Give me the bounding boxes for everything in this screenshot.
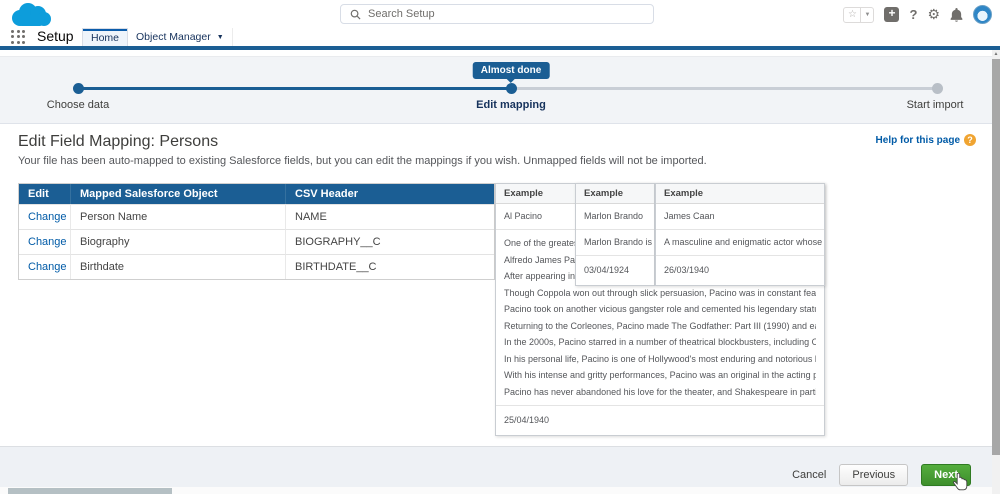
column-header-mapped-object: Mapped Salesforce Object <box>71 184 286 204</box>
example-biography-cell: One of the greatest Alfredo James Pac Af… <box>496 230 824 406</box>
user-avatar[interactable] <box>973 5 992 24</box>
field-mapping-table: Edit Mapped Salesforce Object CSV Header… <box>18 183 495 280</box>
mapped-object-cell: Person Name <box>71 204 286 229</box>
vertical-scrollbar[interactable]: ▲ <box>992 50 1000 494</box>
change-link[interactable]: Change <box>28 211 67 223</box>
change-link[interactable]: Change <box>28 261 67 273</box>
help-for-this-page-link[interactable]: Help for this page ? <box>876 134 976 146</box>
progress-fill <box>78 87 511 90</box>
example-name-cell: James Caan <box>656 204 824 230</box>
horizontal-scrollbar-thumb[interactable] <box>8 488 172 494</box>
step-label-choose-data: Choose data <box>46 99 110 111</box>
setup-nav-bar: Setup Home Object Manager ▼ <box>0 28 1000 46</box>
previous-button[interactable]: Previous <box>839 464 909 486</box>
step-dot-start-import[interactable] <box>931 83 943 94</box>
example-column-header: Example <box>576 184 654 204</box>
tab-object-manager[interactable]: Object Manager ▼ <box>128 28 233 46</box>
cancel-button[interactable]: Cancel <box>792 469 827 481</box>
csv-header-cell: BIRTHDATE__C <box>286 254 494 279</box>
page-title: Edit Field Mapping: Persons <box>18 133 219 150</box>
salesforce-logo-icon <box>12 3 51 26</box>
vertical-scrollbar-thumb[interactable] <box>992 59 1000 455</box>
step-label-start-import: Start import <box>906 99 964 111</box>
global-header: Search Setup ☆ ▼ + ? ⚙ <box>0 0 1000 28</box>
table-row: Change Biography BIOGRAPHY__C <box>19 229 494 254</box>
search-placeholder: Search Setup <box>368 8 435 20</box>
table-row: Change Birthdate BIRTHDATE__C <box>19 254 494 279</box>
favorites-split-button[interactable]: ☆ ▼ <box>843 6 875 23</box>
csv-header-cell: BIOGRAPHY__C <box>286 229 494 254</box>
example-biography-cell: A masculine and enigmatic actor whose li… <box>656 230 824 256</box>
change-link[interactable]: Change <box>28 236 67 248</box>
table-row: Change Person Name NAME <box>19 204 494 229</box>
notifications-bell-icon[interactable] <box>950 7 963 22</box>
page-subtitle: Your file has been auto-mapped to existi… <box>18 155 707 167</box>
app-launcher-icon[interactable] <box>11 30 26 44</box>
app-name: Setup <box>37 28 74 44</box>
column-header-csv-header: CSV Header <box>286 184 494 204</box>
help-bubble-icon: ? <box>964 134 976 146</box>
example-column-header: Example <box>656 184 824 204</box>
cursor-pointer-icon <box>953 473 968 491</box>
mapped-object-cell: Biography <box>71 229 286 254</box>
example-column-3: Example James Caan A masculine and enigm… <box>655 183 825 286</box>
scrollbar-up-arrow-icon[interactable]: ▲ <box>993 51 999 57</box>
example-birthdate-cell: 25/04/1940 <box>504 415 550 425</box>
search-icon <box>350 9 361 20</box>
chevron-down-icon: ▼ <box>216 33 224 41</box>
example-birthdate-cell: 03/04/1924 <box>584 265 630 275</box>
help-icon[interactable]: ? <box>909 7 918 22</box>
example-biography-cell: Marlon Brando is w <box>576 230 654 256</box>
progress-badge: Almost done <box>472 62 550 83</box>
horizontal-scrollbar[interactable] <box>0 487 992 494</box>
example-name-cell: Marlon Brando <box>576 204 654 230</box>
tab-home[interactable]: Home <box>82 28 129 46</box>
step-label-edit-mapping: Edit mapping <box>476 99 546 111</box>
step-dot-edit-mapping[interactable] <box>505 83 517 94</box>
search-input[interactable]: Search Setup <box>340 4 654 24</box>
brand-divider <box>0 46 1000 50</box>
global-create-button[interactable]: + <box>884 7 900 22</box>
mapped-object-cell: Birthdate <box>71 254 286 279</box>
favorites-caret-icon[interactable]: ▼ <box>861 6 875 23</box>
import-wizard-progress: Almost done Choose data Edit mapping Sta… <box>0 56 1000 124</box>
example-column-2: Example Marlon Brando Marlon Brando is w… <box>575 183 655 286</box>
setup-gear-icon[interactable]: ⚙ <box>927 6 940 22</box>
favorites-star-icon[interactable]: ☆ <box>843 6 862 23</box>
column-header-edit: Edit <box>19 184 71 204</box>
wizard-footer: Cancel Previous Next <box>0 446 1000 487</box>
csv-header-cell: NAME <box>286 204 494 229</box>
step-dot-choose-data[interactable] <box>72 83 84 94</box>
example-birthdate-cell: 26/03/1940 <box>664 265 710 275</box>
